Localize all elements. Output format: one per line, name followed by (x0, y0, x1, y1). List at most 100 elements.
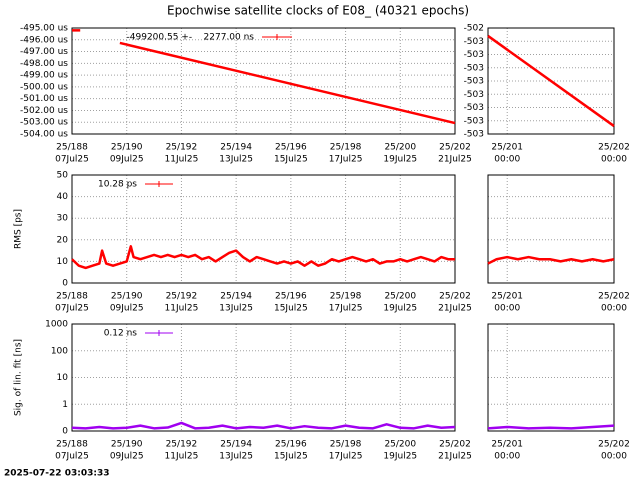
x-tick-label: 25/190 (111, 440, 143, 450)
plot-frame (487, 174, 615, 284)
x-tick-label: 00:00 (601, 452, 627, 462)
x-tick-label: 25/201 (491, 440, 523, 450)
x-tick-label: 25/202 (598, 292, 630, 302)
x-tick-label: 25/198 (330, 292, 362, 302)
x-tick-label: 21Jul25 (438, 155, 472, 165)
x-tick-label: 25/194 (220, 292, 252, 302)
x-tick-label: 19Jul25 (383, 452, 417, 462)
x-tick-label: 25/202 (439, 292, 471, 302)
y-tick-label: 10 (57, 257, 69, 267)
y-tick-label: -502.00 us (20, 106, 68, 116)
x-tick-label: 17Jul25 (329, 155, 363, 165)
x-tick-label: 25/192 (166, 292, 198, 302)
plot-frame (487, 323, 615, 432)
x-tick-label: 13Jul25 (219, 452, 253, 462)
y-tick-label: -503 (464, 90, 484, 100)
y-tick-label: -498.00 us (20, 59, 68, 69)
x-tick-label: 25/194 (220, 143, 252, 153)
data-line (487, 255, 615, 265)
x-tick-label: 25/192 (166, 143, 198, 153)
x-tick-label: 11Jul25 (165, 155, 199, 165)
y-tick-label: -502 (464, 24, 484, 34)
x-tick-label: 15Jul25 (274, 155, 308, 165)
y-tick-label: 40 (57, 192, 69, 202)
x-tick-label: 09Jul25 (110, 304, 144, 314)
x-tick-label: 25/201 (491, 143, 523, 153)
plot-frame (71, 174, 456, 284)
x-tick-label: 19Jul25 (383, 304, 417, 314)
x-tick-label: 00:00 (494, 155, 520, 165)
data-line (71, 421, 456, 430)
x-tick-label: 00:00 (494, 452, 520, 462)
y-tick-label: -503.00 us (20, 118, 68, 128)
y-axis-label: RMS [ps] (14, 209, 24, 249)
x-tick-label: 17Jul25 (329, 304, 363, 314)
x-tick-label: 25/192 (166, 440, 198, 450)
y-tick-label: 0 (62, 427, 68, 437)
legend-label: 0.12 ns (104, 329, 138, 339)
timestamp: 2025-07-22 03:03:33 (4, 469, 109, 479)
x-tick-label: 25/188 (56, 292, 88, 302)
x-tick-label: 21Jul25 (438, 304, 472, 314)
x-tick-label: 09Jul25 (110, 452, 144, 462)
x-tick-label: 19Jul25 (383, 155, 417, 165)
x-tick-label: 15Jul25 (274, 452, 308, 462)
y-tick-label: -499.00 us (20, 71, 68, 81)
x-tick-label: 00:00 (494, 304, 520, 314)
x-tick-label: 07Jul25 (55, 452, 89, 462)
plot-frame (71, 323, 456, 432)
y-axis-label: Sig. of lin. fit [ns] (14, 339, 24, 416)
y-tick-label: 20 (57, 235, 69, 245)
y-tick-label: -503 (464, 103, 484, 113)
y-tick-label: -495.00 us (20, 24, 68, 34)
x-tick-label: 25/196 (275, 440, 307, 450)
x-tick-label: 25/202 (439, 440, 471, 450)
x-tick-label: 07Jul25 (55, 304, 89, 314)
x-tick-label: 25/202 (598, 143, 630, 153)
y-tick-label: -503 (464, 50, 484, 60)
legend-label: 10.28 ps (98, 180, 137, 190)
x-tick-label: 25/188 (56, 440, 88, 450)
y-tick-label: -503 (464, 130, 484, 140)
x-tick-label: 00:00 (601, 304, 627, 314)
x-tick-label: 17Jul25 (329, 452, 363, 462)
plot-frame (71, 27, 456, 135)
x-tick-label: 11Jul25 (165, 452, 199, 462)
y-tick-label: -496.00 us (20, 35, 68, 45)
chart-title: Epochwise satellite clocks of E08_ (4032… (167, 4, 469, 18)
x-tick-label: 13Jul25 (219, 304, 253, 314)
y-tick-label: -497.00 us (20, 47, 68, 57)
legend-label: -499200.55 +- 2277.00 ns (127, 33, 255, 43)
x-tick-label: 25/200 (384, 440, 416, 450)
y-tick-label: -503 (464, 116, 484, 126)
x-tick-label: 25/190 (111, 292, 143, 302)
y-tick-label: -503 (464, 37, 484, 47)
plot-frame (487, 27, 615, 135)
y-tick-label: 100 (51, 346, 68, 356)
x-tick-label: 25/196 (275, 292, 307, 302)
y-tick-label: 1 (62, 400, 68, 410)
x-tick-label: 00:00 (601, 155, 627, 165)
x-tick-label: 25/198 (330, 143, 362, 153)
y-tick-label: -501.00 us (20, 94, 68, 104)
y-tick-label: 10 (57, 373, 69, 383)
y-tick-label: -504.00 us (20, 130, 68, 140)
x-tick-label: 15Jul25 (274, 304, 308, 314)
data-line (487, 424, 615, 430)
y-tick-label: -500.00 us (20, 82, 68, 92)
x-tick-label: 25/188 (56, 143, 88, 153)
x-tick-label: 25/198 (330, 440, 362, 450)
data-line (71, 245, 455, 270)
x-tick-label: 25/196 (275, 143, 307, 153)
x-tick-label: 11Jul25 (165, 304, 199, 314)
data-line (119, 41, 456, 125)
x-tick-label: 25/202 (598, 440, 630, 450)
x-tick-label: 25/200 (384, 292, 416, 302)
y-tick-label: 0 (62, 279, 68, 289)
data-line (487, 34, 615, 128)
x-tick-label: 25/190 (111, 143, 143, 153)
x-tick-label: 07Jul25 (55, 155, 89, 165)
x-tick-label: 25/201 (491, 292, 523, 302)
x-tick-label: 25/202 (439, 143, 471, 153)
